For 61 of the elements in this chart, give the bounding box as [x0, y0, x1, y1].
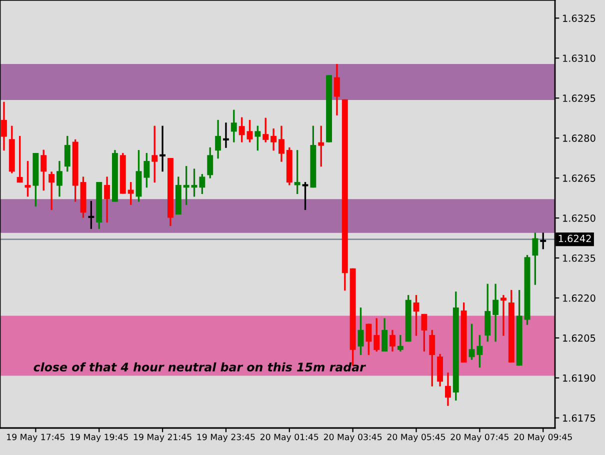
y-tick-label: 1.6235 — [563, 254, 596, 262]
x-tick-label: 20 May 07:45 — [450, 434, 508, 442]
candlestick — [128, 181, 134, 206]
candlestick — [56, 160, 62, 198]
x-tick-label: 20 May 09:45 — [514, 434, 572, 442]
y-tick-label: 1.6175 — [563, 414, 596, 422]
y-tick-label: 1.6265 — [563, 174, 596, 182]
candlestick — [270, 128, 277, 152]
x-tick-label: 19 May 21:45 — [134, 434, 192, 442]
y-tick-label: 1.6250 — [563, 214, 596, 222]
candlestick — [366, 322, 372, 356]
candlestick — [144, 152, 150, 188]
candlestick — [468, 322, 475, 361]
y-tick-label: 1.6295 — [563, 94, 596, 102]
candlestick — [230, 108, 237, 144]
candlestick — [16, 135, 23, 184]
y-tick-label: 1.6190 — [563, 374, 596, 382]
candlestick — [199, 173, 206, 195]
candlestick — [397, 334, 404, 352]
candlestick — [421, 313, 428, 352]
ref-line-label: 1.6242 — [558, 234, 591, 242]
candlestick — [40, 148, 47, 192]
y-tick-label: 1.6205 — [563, 334, 596, 342]
candlestick — [444, 372, 451, 407]
candlestick — [278, 124, 284, 163]
candlestick — [294, 149, 300, 195]
candlestick — [183, 165, 190, 206]
candlestick — [207, 146, 214, 180]
candlestick — [262, 116, 269, 144]
candlestick — [389, 329, 396, 352]
candlestick — [500, 294, 506, 337]
x-tick-label: 20 May 03:45 — [324, 434, 382, 442]
candlestick — [492, 282, 499, 342]
candlestick — [48, 170, 55, 211]
candlestick — [246, 119, 253, 144]
y-tick-label: 1.6220 — [563, 294, 596, 302]
x-tick-label: 20 May 01:45 — [260, 434, 318, 442]
candlestick — [254, 124, 261, 152]
candlestick — [532, 232, 538, 286]
candlestick — [104, 176, 110, 224]
candlestick — [64, 135, 70, 172]
candlestick — [358, 306, 364, 356]
x-tick-label: 19 May 19:45 — [70, 434, 128, 442]
x-tick-label: 19 May 17:45 — [7, 434, 64, 442]
x-tick-label: 20 May 05:45 — [387, 434, 446, 442]
candlestick — [382, 317, 388, 352]
candlestick — [152, 124, 158, 184]
candlestick — [0, 100, 7, 152]
y-tick-label: 1.6280 — [563, 134, 596, 142]
candlestick — [476, 334, 483, 368]
y-tick-label: 1.6325 — [563, 14, 596, 22]
y-tick-label: 1.6310 — [563, 54, 596, 62]
candlestick — [413, 294, 420, 337]
candlestick — [429, 329, 436, 388]
candlestick — [334, 63, 340, 116]
candlestick — [215, 119, 222, 160]
candlestick — [374, 317, 380, 352]
annotation: close of that 4 hour neutral bar on this 15m radar — [34, 362, 366, 372]
candlestick — [318, 124, 324, 168]
candlestick — [238, 116, 245, 144]
x-tick-label: 19 May 23:45 — [197, 434, 255, 442]
